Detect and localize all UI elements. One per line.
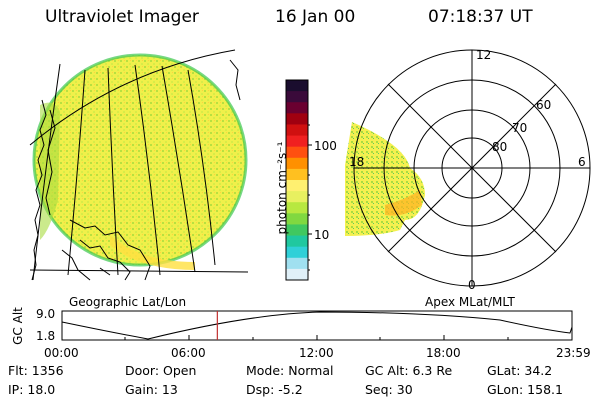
colorbar-band	[286, 168, 308, 181]
disk-edge	[32, 53, 248, 267]
limb-brightening	[40, 102, 60, 241]
altitude-ytick-min: 1.8	[36, 329, 56, 343]
uv-emission-disk	[34, 55, 246, 265]
latitude-lines	[29, 49, 249, 273]
colorbar-band	[286, 213, 308, 225]
colorbar-band	[286, 113, 308, 125]
colorbar-band	[286, 135, 308, 148]
longitude-lines	[32, 63, 216, 281]
info-flt: Flt: 1356	[8, 363, 64, 378]
colorbar-band	[286, 180, 308, 192]
bright-patch	[110, 235, 195, 270]
altitude-plot	[61, 310, 573, 341]
info-gcalt: GC Alt: 6.3 Re	[365, 363, 453, 378]
colorbar-units: photon cm⁻²s⁻¹	[275, 141, 289, 235]
time-label: 07:18:37 UT	[428, 7, 533, 27]
colorbar-band	[286, 80, 308, 92]
polar-label-60: 60	[536, 98, 552, 112]
colorbar-ticks	[308, 124, 312, 271]
polar-label-70: 70	[512, 121, 528, 135]
polar-label-6: 6	[578, 155, 586, 169]
colorbar-frame	[285, 79, 309, 281]
colorbar-band	[286, 124, 308, 137]
colorbar-tick-100: 100	[314, 139, 337, 153]
polar-grid	[353, 49, 591, 287]
altitude-xticks	[61, 335, 573, 340]
geographic-image	[29, 49, 249, 281]
colorbar-band	[286, 257, 308, 270]
polar-label-80: 80	[492, 140, 508, 154]
colorbar-band	[286, 157, 308, 170]
info-glat: GLat: 34.2	[487, 363, 553, 378]
geographic-caption: Geographic Lat/Lon	[69, 295, 187, 309]
colorbar	[286, 80, 308, 281]
info-gain: Gain: 13	[125, 382, 178, 397]
colorbar-band	[286, 268, 308, 281]
info-ip: IP: 18.0	[8, 382, 56, 397]
polar-label-0: 0	[468, 278, 476, 292]
altitude-xtick-0000: 00:00	[44, 346, 79, 360]
altitude-xtick-1200: 12:00	[299, 346, 334, 360]
info-glon: GLon: 158.1	[487, 382, 563, 397]
info-mode: Mode: Normal	[246, 363, 334, 378]
colorbar-band	[286, 91, 308, 103]
coastlines	[31, 59, 241, 281]
colorbar-band	[286, 202, 308, 214]
colorbar-band	[286, 224, 308, 237]
altitude-xtick-0600: 06:00	[171, 346, 206, 360]
instrument-title: Ultraviolet Imager	[45, 7, 199, 27]
apex-caption: Apex MLat/MLT	[425, 295, 515, 309]
info-seq: Seq: 30	[365, 382, 413, 397]
colorbar-band	[286, 146, 308, 159]
colorbar-tick-10: 10	[314, 228, 330, 242]
polar-plot	[345, 49, 591, 287]
colorbar-band	[286, 102, 308, 114]
colorbar-band	[286, 191, 308, 203]
polar-label-18: 18	[349, 155, 365, 169]
altitude-curve	[61, 311, 573, 340]
altitude-xtick-2359: 23:59	[556, 346, 591, 360]
altitude-ylabel: GC Alt	[11, 307, 25, 345]
altitude-xtick-1800: 18:00	[426, 346, 461, 360]
altitude-ytick-max: 9.0	[36, 307, 56, 321]
colorbar-band	[286, 235, 308, 248]
info-dsp: Dsp: -5.2	[246, 382, 303, 397]
info-door: Door: Open	[125, 363, 197, 378]
date-label: 16 Jan 00	[275, 7, 356, 27]
colorbar-band	[286, 246, 308, 259]
polar-label-12: 12	[476, 48, 492, 62]
